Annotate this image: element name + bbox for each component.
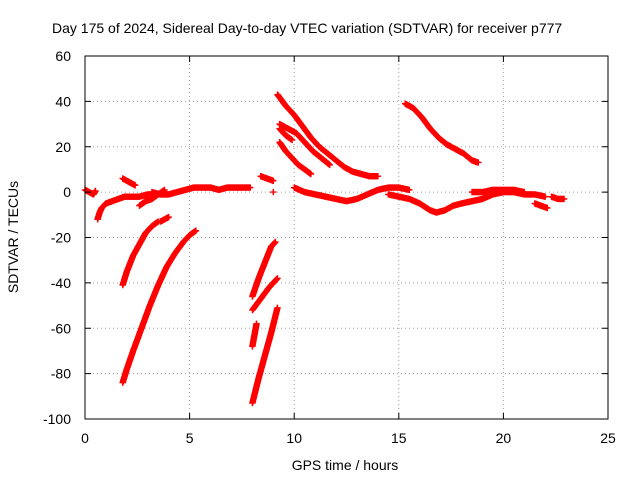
data-point (270, 188, 277, 196)
y-tick-label: -40 (51, 275, 71, 291)
data-point (155, 218, 162, 225)
series-high-5 (401, 100, 482, 166)
chart-title: Day 175 of 2024, Sidereal Day-to-day VTE… (52, 20, 562, 36)
x-tick-label: 5 (186, 430, 194, 446)
y-tick-label: 0 (63, 184, 71, 200)
data-point (274, 275, 281, 282)
series-short-segment-2h (119, 175, 139, 189)
y-tick-label: 40 (55, 93, 71, 109)
series-steep-6 (249, 304, 281, 407)
y-tick-label: -60 (51, 320, 71, 336)
data-point (288, 136, 296, 144)
x-tick-label: 15 (391, 430, 407, 446)
data-point (274, 304, 281, 311)
series-short-segment-3h (136, 186, 168, 209)
data-point (192, 227, 200, 234)
data-point (542, 193, 549, 200)
series-dip-near-start (94, 191, 158, 223)
data-point (270, 177, 277, 184)
data-point (406, 186, 413, 194)
series-high-4 (276, 139, 315, 178)
y-tick-label: -100 (43, 411, 71, 427)
x-tick-label: 25 (600, 430, 616, 446)
x-axis-ticks: 0 5 10 15 20 25 (81, 56, 616, 446)
data-point (307, 170, 315, 178)
series-high-3 (276, 125, 296, 144)
series-point-9h (270, 188, 277, 196)
series-seg-22-to-23h (548, 193, 568, 203)
grid (85, 56, 608, 419)
data-point (374, 173, 382, 180)
data-point (272, 238, 279, 246)
x-tick-label: 20 (496, 430, 512, 446)
series-high-1 (274, 91, 382, 180)
data-point (544, 204, 551, 212)
x-tick-label: 10 (286, 430, 302, 446)
y-tick-label: 60 (55, 48, 71, 64)
x-axis-label: GPS time / hours (292, 457, 399, 473)
series-seg-8h (257, 173, 277, 184)
series-seg-22h (531, 200, 551, 212)
series-high-2 (276, 120, 333, 169)
data-point (475, 159, 482, 166)
x-tick-label: 0 (81, 430, 89, 446)
y-tick-label: -80 (51, 366, 71, 382)
data-point (253, 320, 260, 327)
data-point (161, 186, 168, 194)
series-steep-3 (249, 238, 279, 300)
series-steep-2 (119, 227, 200, 386)
series-steep-5 (249, 320, 260, 350)
y-axis-label: SDTVAR / TECUs (5, 181, 21, 293)
series-seg-19-to-20h (468, 186, 528, 196)
data-marks (81, 91, 568, 407)
data-point (521, 188, 528, 196)
data-point (560, 195, 568, 203)
y-tick-label: 20 (55, 139, 71, 155)
data-point (132, 182, 139, 189)
series-steep-4 (249, 275, 281, 314)
data-point (165, 213, 172, 221)
y-axis-ticks: -100 -80 -60 -40 -20 0 20 40 60 (43, 48, 608, 427)
y-tick-label: -20 (51, 230, 71, 246)
data-point (92, 187, 99, 195)
series-wave-10-to-15h (291, 184, 413, 205)
series-steep-1 (119, 218, 162, 289)
series-small-seg-4h (157, 213, 172, 225)
data-point (326, 161, 333, 169)
data-point (247, 184, 254, 191)
